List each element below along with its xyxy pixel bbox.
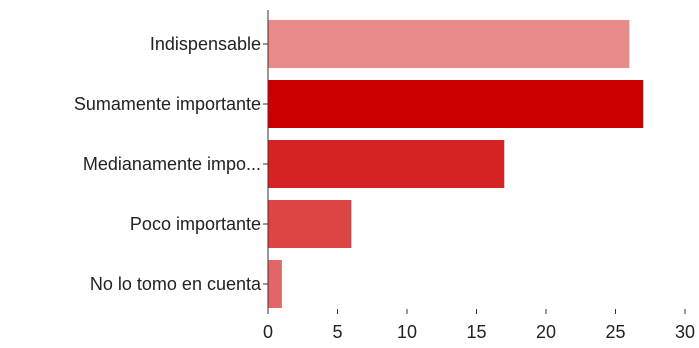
x-tick-label: 20	[536, 322, 556, 342]
x-tick-label: 10	[397, 322, 417, 342]
x-tick-label: 0	[263, 322, 273, 342]
bar	[268, 200, 352, 248]
bar	[268, 260, 282, 308]
category-label: Sumamente importante	[74, 94, 261, 114]
x-tick-label: 5	[332, 322, 342, 342]
bar	[268, 140, 505, 188]
bars-group	[268, 20, 644, 308]
category-label: Indispensable	[150, 34, 261, 54]
x-tick-label: 25	[605, 322, 625, 342]
x-axis: 0 5 10 15 20 25 30	[263, 309, 695, 342]
x-tick-label: 15	[466, 322, 486, 342]
category-labels: Indispensable Sumamente importante Mediana…	[74, 34, 268, 294]
x-tick-label: 30	[675, 322, 695, 342]
category-label: Medianamente impo...	[83, 154, 261, 174]
category-label: Poco importante	[130, 214, 261, 234]
category-label: No lo tomo en cuenta	[90, 274, 262, 294]
bar	[268, 20, 630, 68]
bar	[268, 80, 644, 128]
